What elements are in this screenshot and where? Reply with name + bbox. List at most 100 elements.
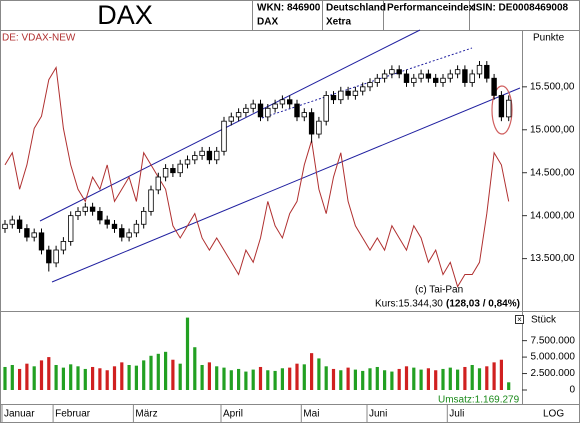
candle-body bbox=[447, 73, 453, 79]
wkn: WKN: 846900 bbox=[257, 3, 321, 14]
kind: Performanceindex bbox=[387, 3, 475, 14]
candle-body bbox=[9, 219, 15, 225]
candle-body bbox=[367, 82, 373, 88]
volume-bar bbox=[492, 362, 496, 390]
volume-bar bbox=[353, 369, 357, 390]
volume-bar bbox=[200, 364, 204, 390]
candle-body bbox=[316, 120, 322, 135]
candle-body bbox=[389, 69, 395, 75]
volume-bar bbox=[361, 370, 365, 390]
volume-bar bbox=[331, 368, 336, 390]
volume-label: Stück bbox=[531, 315, 557, 326]
volume-bar bbox=[310, 353, 314, 390]
volume-bar bbox=[120, 362, 124, 390]
volume-bar bbox=[10, 364, 14, 390]
index-name: DAX bbox=[257, 17, 278, 28]
volume-bar bbox=[207, 362, 211, 390]
volume-bar bbox=[149, 355, 153, 390]
candle-body bbox=[359, 86, 366, 92]
candle-body bbox=[82, 206, 88, 212]
volume-bar bbox=[134, 365, 138, 390]
candle-body bbox=[31, 232, 37, 238]
volume-bar bbox=[91, 366, 95, 390]
x-tick-label: März bbox=[135, 409, 157, 420]
candle-body bbox=[403, 73, 410, 83]
candle-body bbox=[484, 64, 490, 79]
candle-body bbox=[352, 90, 359, 96]
country: Deutschland bbox=[326, 3, 386, 14]
volume-bar bbox=[222, 367, 226, 390]
copyright: (c) Tai-Pan bbox=[415, 285, 463, 296]
title: DAX bbox=[97, 0, 153, 30]
candle-body bbox=[243, 107, 249, 113]
trend-line bbox=[51, 87, 521, 283]
volume-bar bbox=[18, 368, 22, 390]
candle-body bbox=[432, 77, 439, 83]
volume-bar bbox=[280, 368, 284, 390]
candle-body bbox=[206, 150, 213, 161]
volume-bar bbox=[127, 364, 131, 390]
volume-bar bbox=[76, 366, 80, 390]
candle-body bbox=[111, 223, 118, 229]
candle-body bbox=[228, 116, 234, 122]
candle-body bbox=[89, 206, 96, 212]
volume-bar bbox=[3, 366, 7, 390]
volume-bar bbox=[112, 366, 117, 390]
candle-body bbox=[162, 168, 169, 178]
volume-bar bbox=[295, 363, 299, 390]
x-tick-label: Mai bbox=[303, 409, 319, 420]
candle-body bbox=[133, 223, 140, 234]
candle-body bbox=[170, 168, 176, 174]
y-tick-label: 14.000,00 bbox=[530, 210, 575, 221]
volume-bar bbox=[383, 370, 387, 390]
x-tick-label: April bbox=[223, 409, 243, 420]
candle-body bbox=[272, 103, 278, 109]
close-icon[interactable]: × bbox=[517, 315, 522, 324]
y-tick-label: 14.500,00 bbox=[530, 167, 575, 178]
candle-body bbox=[286, 99, 293, 105]
vdax-line bbox=[4, 66, 510, 288]
candle-body bbox=[155, 176, 161, 191]
volume-bar bbox=[441, 368, 445, 390]
volume-bar bbox=[288, 367, 292, 390]
candle-body bbox=[24, 228, 30, 238]
volume-bar bbox=[178, 363, 182, 390]
candle-body bbox=[301, 112, 307, 118]
candle-body bbox=[184, 159, 191, 165]
candle-body bbox=[148, 189, 154, 212]
volume-bar bbox=[47, 357, 51, 390]
candle-body bbox=[250, 103, 256, 109]
y-tick-label: 15.000,00 bbox=[530, 124, 575, 135]
close-button[interactable] bbox=[515, 315, 524, 324]
candle-body bbox=[491, 77, 497, 96]
volume-bar bbox=[171, 359, 175, 390]
volume-bar bbox=[273, 370, 277, 390]
volume-tick-label: 5.000.000 bbox=[531, 352, 576, 363]
volume-bar bbox=[229, 370, 233, 390]
candle-body bbox=[38, 232, 45, 251]
volume-bar bbox=[346, 367, 350, 390]
candle-body bbox=[53, 249, 59, 264]
log-button[interactable]: LOG bbox=[543, 409, 564, 420]
candle-body bbox=[469, 73, 475, 83]
volume-bar bbox=[164, 351, 168, 390]
volume-bar bbox=[412, 367, 416, 390]
candle-body bbox=[46, 249, 52, 264]
volume-bar bbox=[215, 366, 219, 390]
candle-body bbox=[338, 90, 344, 101]
volume-bar bbox=[193, 347, 197, 390]
isin: ISIN: DE0008469008 bbox=[473, 3, 569, 14]
volume-bar bbox=[448, 367, 452, 390]
volume-bar bbox=[105, 370, 109, 390]
candle-body bbox=[294, 103, 300, 118]
candle-body bbox=[476, 64, 483, 75]
candle-body bbox=[257, 103, 264, 118]
candle-body bbox=[265, 107, 271, 118]
volume-bar bbox=[368, 368, 372, 390]
x-tick-label: Juli bbox=[449, 409, 464, 420]
candle-body bbox=[505, 99, 512, 118]
volume-bar bbox=[69, 364, 73, 390]
volume-bar bbox=[375, 366, 379, 390]
